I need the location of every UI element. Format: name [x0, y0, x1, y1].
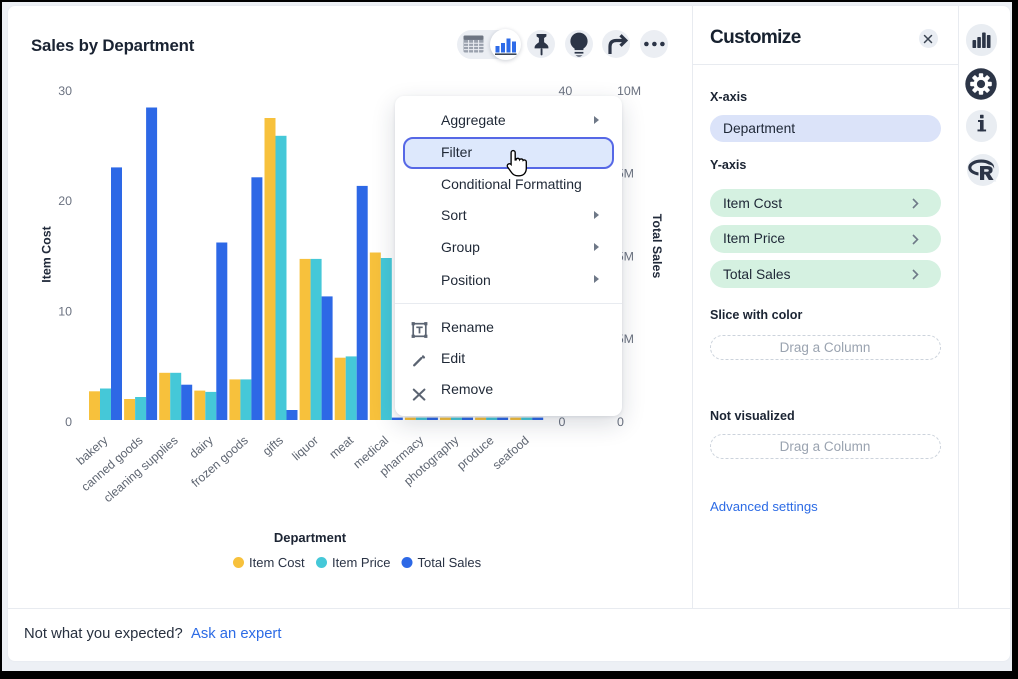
- svg-text:Total Sales: Total Sales: [418, 555, 482, 570]
- svg-text:Item Cost: Item Cost: [40, 226, 54, 282]
- svg-text:dairy: dairy: [187, 433, 217, 461]
- svg-text:Item Price: Item Price: [332, 555, 391, 570]
- svg-text:Department: Department: [274, 530, 347, 545]
- svg-text:Total Sales: Total Sales: [650, 214, 664, 279]
- svg-text:liquor: liquor: [289, 433, 321, 463]
- svg-text:gifts: gifts: [260, 433, 286, 458]
- svg-text:20: 20: [58, 194, 72, 208]
- svg-text:0: 0: [617, 415, 624, 429]
- svg-text:produce: produce: [454, 433, 497, 473]
- svg-text:0: 0: [559, 415, 566, 429]
- svg-text:0: 0: [65, 415, 72, 429]
- svg-text:10M: 10M: [617, 84, 641, 98]
- svg-text:40: 40: [559, 84, 573, 98]
- svg-text:Item Cost: Item Cost: [249, 555, 305, 570]
- svg-text:30: 30: [58, 84, 72, 98]
- svg-text:10: 10: [58, 305, 72, 319]
- svg-text:seafood: seafood: [490, 433, 532, 472]
- svg-text:meat: meat: [327, 433, 357, 462]
